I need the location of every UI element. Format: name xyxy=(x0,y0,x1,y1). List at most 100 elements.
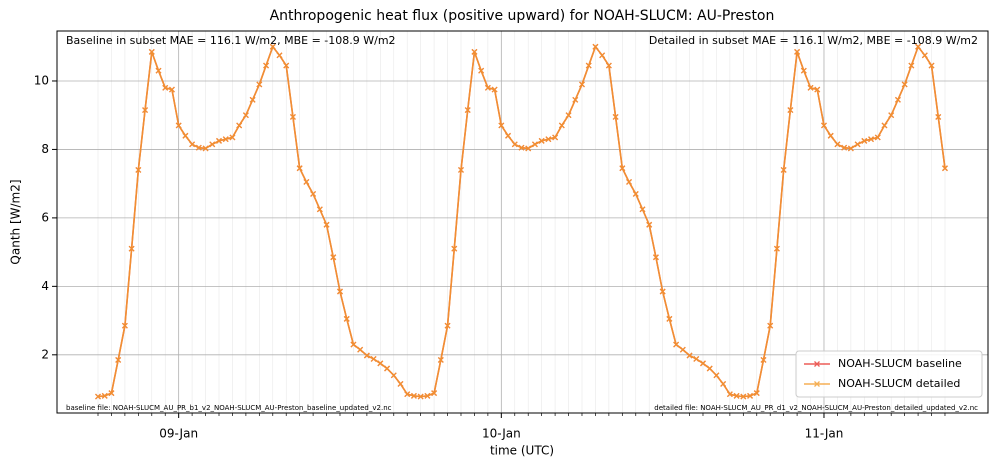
marker xyxy=(552,134,559,141)
marker xyxy=(565,112,572,119)
marker xyxy=(821,122,827,129)
marker xyxy=(121,322,128,329)
marker xyxy=(518,144,525,151)
marker xyxy=(289,113,296,120)
marker xyxy=(451,245,458,252)
marker xyxy=(652,254,659,261)
legend-box xyxy=(795,350,983,398)
marker xyxy=(773,245,780,252)
marker xyxy=(881,122,888,129)
x-tick-label: 10-Jan xyxy=(482,427,521,441)
y-tick-label: 6 xyxy=(41,210,49,224)
marker xyxy=(874,134,881,141)
marker xyxy=(693,355,700,362)
marker xyxy=(377,360,384,367)
marker xyxy=(444,322,451,329)
marker xyxy=(202,145,209,152)
marker xyxy=(686,352,693,359)
marker xyxy=(861,137,868,144)
marker xyxy=(888,112,895,119)
marker xyxy=(128,245,135,252)
marker xyxy=(115,356,122,363)
marker xyxy=(431,390,438,397)
marker xyxy=(545,136,552,143)
marker xyxy=(269,43,276,50)
marker xyxy=(95,393,101,400)
marker xyxy=(787,107,794,114)
marker xyxy=(740,393,747,400)
marker xyxy=(390,372,397,379)
marker xyxy=(767,322,774,329)
grid xyxy=(57,31,988,413)
marker xyxy=(175,122,182,129)
marker xyxy=(216,137,222,144)
marker xyxy=(525,145,532,152)
marker xyxy=(464,107,471,114)
marker xyxy=(780,167,787,173)
marker xyxy=(639,206,646,213)
marker xyxy=(942,165,948,172)
marker xyxy=(908,62,915,69)
legend-marker xyxy=(814,381,820,387)
marker xyxy=(263,62,270,69)
marker xyxy=(713,372,720,379)
y-tick-label: 2 xyxy=(41,347,49,361)
annotation: Baseline in subset MAE = 116.1 W/m2, MBE… xyxy=(66,34,396,47)
marker xyxy=(417,393,424,400)
marker xyxy=(720,380,727,387)
marker xyxy=(505,132,512,139)
marker xyxy=(384,365,391,372)
marker xyxy=(733,392,740,399)
marker xyxy=(370,355,377,362)
marker xyxy=(222,136,229,143)
marker xyxy=(135,167,142,173)
marker xyxy=(108,390,115,397)
marker xyxy=(209,141,216,148)
marker xyxy=(807,84,814,91)
marker xyxy=(189,141,196,148)
marker xyxy=(592,43,599,50)
marker xyxy=(841,144,848,151)
marker xyxy=(626,178,633,185)
marker xyxy=(646,221,653,228)
marker xyxy=(814,86,821,93)
marker xyxy=(424,392,431,399)
marker xyxy=(337,288,343,295)
marker xyxy=(458,167,464,173)
marker xyxy=(531,141,538,148)
marker xyxy=(101,392,108,399)
marker xyxy=(229,134,236,141)
marker xyxy=(894,96,901,103)
marker xyxy=(868,136,874,143)
chart-title: Anthropogenic heat flux (positive upward… xyxy=(270,8,775,24)
legend-label: NOAH-SLUCM detailed xyxy=(838,377,960,390)
marker xyxy=(928,62,935,69)
marker xyxy=(249,96,256,103)
marker xyxy=(558,122,565,129)
marker xyxy=(538,137,545,144)
marker xyxy=(343,315,350,322)
marker xyxy=(800,67,807,74)
marker xyxy=(303,178,310,185)
marker xyxy=(316,206,323,213)
marker xyxy=(491,86,498,93)
marker xyxy=(148,48,155,55)
line xyxy=(97,45,946,398)
marker xyxy=(666,315,673,322)
x-axis-label: time (UTC) xyxy=(490,444,554,458)
marker xyxy=(350,341,357,348)
marker xyxy=(673,341,680,348)
marker xyxy=(142,107,149,114)
marker xyxy=(242,112,249,119)
marker xyxy=(612,113,619,120)
marker xyxy=(854,141,861,148)
marker xyxy=(753,390,760,397)
marker xyxy=(794,48,801,55)
marker xyxy=(632,190,639,197)
y-tick-label: 4 xyxy=(41,279,49,293)
marker xyxy=(834,141,841,148)
marker xyxy=(901,81,908,88)
marker xyxy=(276,52,283,59)
marker xyxy=(437,356,444,363)
